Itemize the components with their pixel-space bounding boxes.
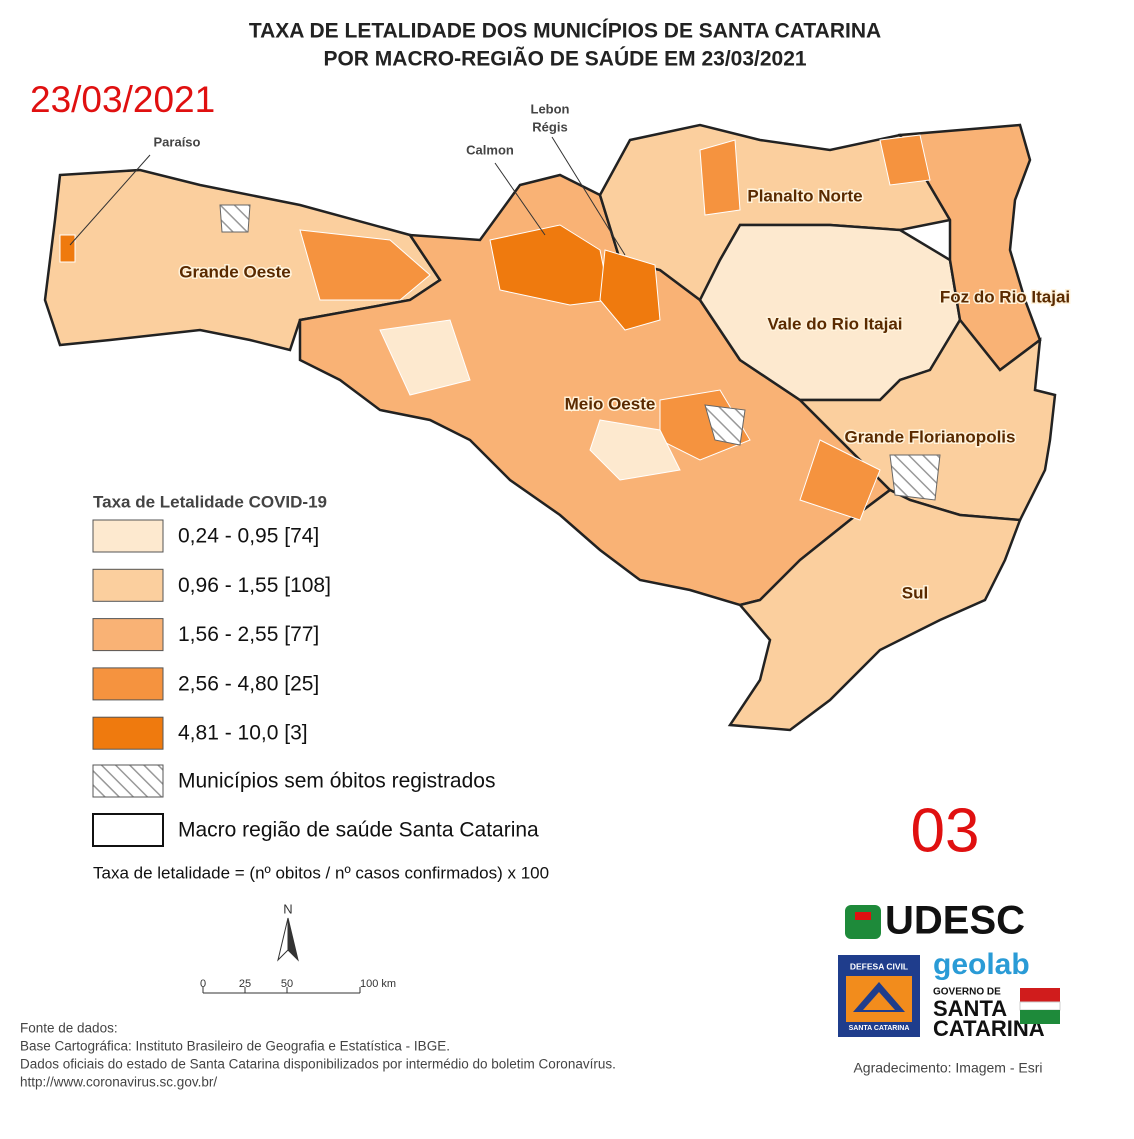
region-shape bbox=[897, 123, 1042, 372]
region-label: Vale do Rio Itajai bbox=[767, 314, 902, 333]
region-shape bbox=[796, 317, 1057, 522]
region-shape bbox=[43, 168, 442, 352]
no-deaths-area bbox=[704, 404, 746, 446]
region-label: Sul bbox=[902, 583, 928, 602]
logo-text: SANTA bbox=[933, 996, 1007, 1021]
logo-text: DEFESA CIVIL bbox=[850, 961, 908, 971]
legend-swatch bbox=[92, 667, 164, 701]
legend-label: 1,56 - 2,55 [77] bbox=[178, 623, 319, 646]
scale-bar bbox=[202, 987, 361, 994]
callout: Paraíso bbox=[154, 134, 201, 149]
legend-label: Municípios sem óbitos registrados bbox=[178, 770, 495, 793]
credit: Agradecimento: Imagem - Esri bbox=[853, 1060, 1042, 1076]
legend-title: Taxa de Letalidade COVID-19 bbox=[93, 492, 327, 511]
source: http://www.coronavirus.sc.gov.br/ bbox=[20, 1075, 217, 1090]
callout: Calmon bbox=[466, 142, 514, 157]
municipality bbox=[699, 139, 741, 216]
callout-line bbox=[551, 136, 626, 256]
date: 23/03/2021 bbox=[30, 79, 215, 120]
title: TAXA DE LETALIDADE DOS MUNICÍPIOS DE SAN… bbox=[249, 20, 881, 43]
municipality bbox=[299, 229, 431, 301]
formula: Taxa de letalidade = (nº obitos / nº cas… bbox=[93, 863, 549, 882]
municipality bbox=[799, 439, 881, 521]
callout: Lebon bbox=[531, 101, 570, 116]
legend-label: 2,56 - 4,80 [25] bbox=[178, 672, 319, 695]
legend-swatch bbox=[92, 716, 164, 750]
municipality bbox=[589, 419, 681, 481]
map bbox=[43, 123, 1057, 732]
callout: Régis bbox=[532, 119, 567, 134]
scale-label: 0 bbox=[200, 978, 206, 990]
legend-label: Macro região de saúde Santa Catarina bbox=[178, 819, 539, 842]
source: Base Cartográfica: Instituto Brasileiro … bbox=[20, 1039, 450, 1054]
region-shape bbox=[727, 488, 1022, 732]
municipality bbox=[379, 319, 471, 396]
legend-swatch bbox=[92, 568, 164, 602]
logo-text: GOVERNO DE bbox=[933, 987, 1001, 998]
municipality bbox=[599, 249, 661, 331]
region-label: Grande Oeste bbox=[179, 262, 291, 281]
region-label: Foz do Rio Itajai bbox=[940, 287, 1070, 306]
scale-label: 100 km bbox=[360, 978, 396, 990]
legend-swatch bbox=[92, 519, 164, 553]
region-label: Planalto Norte bbox=[747, 186, 862, 205]
no-deaths-area bbox=[219, 204, 251, 233]
legend-label: 0,96 - 1,55 [108] bbox=[178, 574, 331, 597]
logos: UDESC DEFESA CIVIL SANTA CATARINA geolab… bbox=[838, 899, 1061, 1041]
source: Dados oficiais do estado de Santa Catari… bbox=[20, 1057, 616, 1072]
page-number: 03 bbox=[911, 796, 980, 865]
north-arrow: N bbox=[277, 901, 299, 962]
legend-label: 4,81 - 10,0 [3] bbox=[178, 722, 308, 745]
title: POR MACRO-REGIÃO DE SAÚDE EM 23/03/2021 bbox=[323, 47, 806, 71]
callout-line bbox=[494, 162, 546, 236]
scale-label: 25 bbox=[239, 978, 251, 990]
callout-line bbox=[69, 154, 151, 246]
legend-swatch bbox=[92, 764, 164, 798]
scale-label: 50 bbox=[281, 978, 293, 990]
legend-swatch bbox=[92, 618, 164, 652]
legend: Taxa de Letalidade COVID-19 Municípios s… bbox=[92, 492, 549, 882]
municipality bbox=[59, 234, 76, 263]
no-deaths-area bbox=[889, 454, 941, 501]
region-label: Meio Oeste bbox=[565, 394, 656, 413]
municipality bbox=[879, 134, 931, 186]
north-label: N bbox=[283, 901, 292, 916]
logo-icon bbox=[845, 905, 881, 939]
legend-label: 0,24 - 0,95 [74] bbox=[178, 525, 319, 548]
legend-swatch bbox=[92, 813, 164, 847]
region-label: Grande Florianopolis bbox=[845, 427, 1016, 446]
logo-text: SANTA CATARINA bbox=[849, 1025, 910, 1032]
source: Fonte de dados: bbox=[20, 1021, 118, 1036]
logo-geolab: geolab bbox=[933, 948, 1030, 981]
logo-udesc: UDESC bbox=[885, 899, 1025, 943]
